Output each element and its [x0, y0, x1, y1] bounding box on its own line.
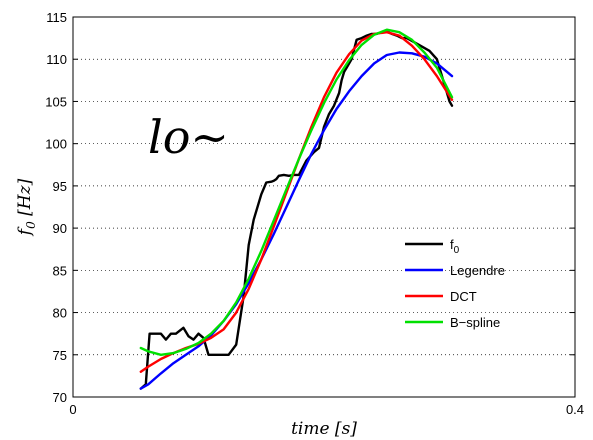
plot-frame	[72, 16, 576, 398]
y-tick-label: 85	[53, 263, 67, 278]
y-tick-label: 75	[53, 348, 67, 363]
x-tick-label: 0	[69, 402, 76, 417]
series-line-b-spline	[139, 28, 454, 356]
y-tick-label: 95	[53, 179, 67, 194]
y-axis-label-sub: 0	[24, 221, 38, 229]
y-tick-label: 90	[53, 221, 67, 236]
y-tick-label: 115	[46, 10, 67, 25]
legend: f0 Legendre DCT B−spline	[405, 237, 505, 330]
y-tick-label: 70	[53, 390, 67, 405]
y-axis-label: f0 [Hz]	[15, 178, 38, 237]
y-tick-label: 110	[46, 52, 67, 67]
legend-label: f0	[450, 237, 460, 256]
series-group	[139, 28, 454, 390]
annotation-text: lo~	[148, 110, 229, 164]
x-tick-label: 0.4	[566, 402, 584, 417]
legend-label: DCT	[450, 289, 477, 304]
legend-label: B−spline	[450, 315, 500, 330]
y-axis-label-main: f	[15, 226, 35, 237]
tick-labels: 70 75 80 85 90 95 100 105 110 115 0 0.4	[45, 10, 584, 417]
y-tick-label: 80	[53, 306, 67, 321]
y-tick-label: 105	[45, 94, 67, 109]
x-axis-label: time [s]	[291, 419, 357, 439]
y-tick-label: 100	[45, 137, 67, 152]
series-line-legendre	[139, 51, 454, 390]
y-axis-label-unit: [Hz]	[15, 178, 35, 215]
legend-label: Legendre	[450, 263, 505, 278]
svg-text:f0 [Hz]: f0 [Hz]	[15, 178, 38, 237]
